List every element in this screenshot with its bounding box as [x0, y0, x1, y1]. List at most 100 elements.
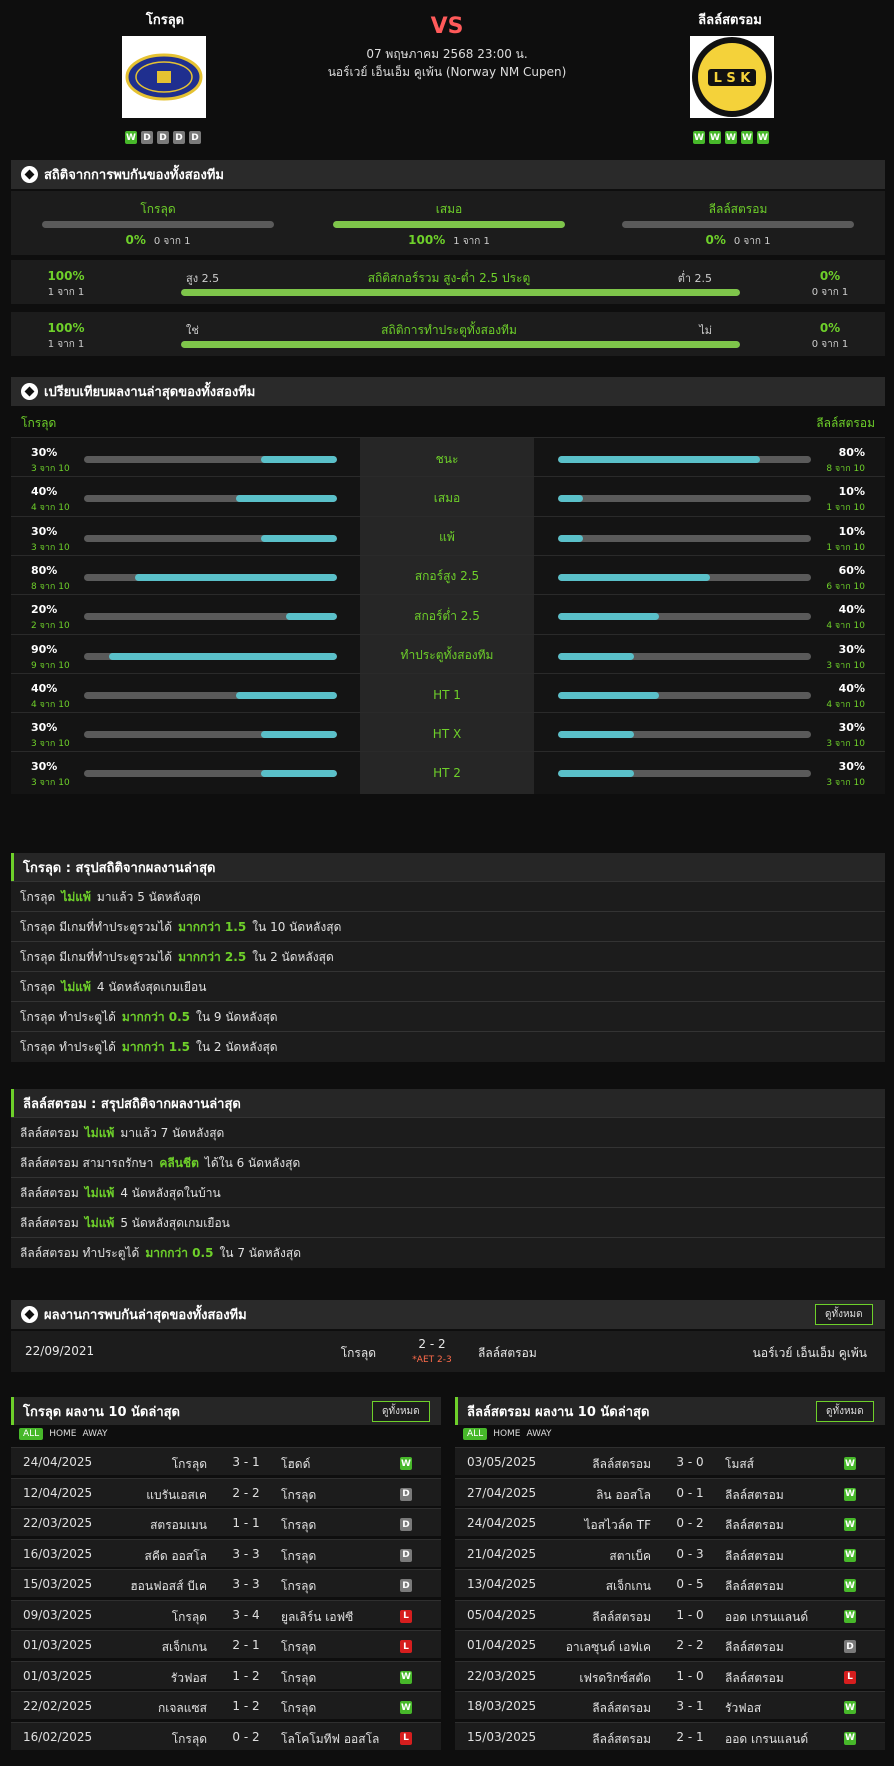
match-row[interactable]: 24/04/2025 ไอสไวล์ด TF 0 - 2 ลีลล์สตรอม W [455, 1508, 885, 1536]
ou-right-label: ต่ำ 2.5 [677, 272, 712, 285]
match-home-team: ลิน ออสโล [596, 1487, 651, 1502]
match-row[interactable]: 15/03/2025 ฮอนฟอสส์ บีเค 3 - 3 โกรลุด D [11, 1569, 441, 1597]
match-score: 2 - 2 [232, 1485, 260, 1500]
away-last10-view-all-button[interactable]: ดูทั้งหมด [816, 1401, 874, 1422]
match-date: 05/04/2025 [467, 1607, 537, 1622]
compare-left-stat: 30% 3 จาก 10 [31, 721, 81, 750]
away-team-logo[interactable]: L S K [690, 36, 774, 118]
match-row[interactable]: 16/03/2025 สคีด ออสโล 3 - 3 โกรลุด D [11, 1538, 441, 1567]
match-score: 1 - 1 [232, 1516, 260, 1530]
h2h-stats-panel: โกรลุด 0% 0 จาก 1 เสมอ 100% 1 จาก 1 ลีลล์ส… [11, 191, 885, 255]
match-row[interactable]: 01/03/2025 รัวฟอส 1 - 2 โกรลุด W [11, 1660, 441, 1689]
home-last10-header: โกรลุด ผลงาน 10 นัดล่าสุด [11, 1397, 441, 1425]
match-date: 22/03/2025 [467, 1668, 537, 1683]
summary-row: ลีลล์สตรอม ไม่แพ้ 4 นัดหลังสุดในบ้าน [11, 1177, 885, 1208]
compare-row: 40% 4 จาก 10 เสมอ 10% 1 จาก 10 [11, 476, 885, 520]
match-date: 15/03/2025 [23, 1577, 93, 1591]
match-result-badge: D [400, 1487, 412, 1501]
filter-all[interactable]: ALL [463, 1428, 488, 1440]
summary-text: ได้ใน 6 นัดหลังสุด [204, 1155, 301, 1170]
section-title: ลีลล์สตรอม : สรุปสถิติจากผลงานล่าสุด [23, 1096, 241, 1112]
home-team-name[interactable]: โกรลุด [145, 13, 185, 28]
match-row[interactable]: 15/03/2025 ลีลล์สตรอม 2 - 1 ออด เกรนแลนด์ W [455, 1721, 885, 1750]
summary-text: โกรลุด มีเกมที่ทำประตูรวมได้ [20, 949, 173, 964]
home-team-logo[interactable] [122, 36, 206, 118]
filter-away[interactable]: AWAY [526, 1429, 552, 1439]
match-row[interactable]: 27/04/2025 ลิน ออสโล 0 - 1 ลีลล์สตรอม W [455, 1477, 885, 1506]
compare-left-bar [84, 573, 337, 581]
compare-left-bar [84, 691, 337, 699]
match-score: 2 - 2 [676, 1638, 704, 1652]
away-team-name[interactable]: ลีลล์สตรอม [698, 13, 762, 28]
match-score: 1 - 0 [676, 1668, 704, 1683]
match-date: 03/05/2025 [467, 1455, 537, 1469]
summary-text: ลีลล์สตรอม [20, 1185, 79, 1200]
match-score: 3 - 1 [232, 1455, 260, 1469]
compare-left-stat: 40% 4 จาก 10 [31, 485, 81, 514]
summary-text: ลีลล์สตรอม [20, 1125, 79, 1140]
match-row[interactable]: 13/04/2025 สเจ็กเกน 0 - 5 ลีลล์สตรอม W [455, 1569, 885, 1597]
compare-left-pct: 30% [31, 446, 58, 459]
compare-left-bar [84, 613, 337, 621]
compare-right-pct: 30% [838, 642, 865, 656]
match-row[interactable]: 22/03/2025 สตรอมเมน 1 - 1 โกรลุด D [11, 1508, 441, 1536]
match-row[interactable]: 12/04/2025 แบรันเอสเค 2 - 2 โกรลุด D [11, 1477, 441, 1506]
compare-right-stat: 40% 4 จาก 10 [815, 682, 865, 711]
compare-left-sub: 3 จาก 10 [31, 464, 70, 474]
home-last10-view-all-button[interactable]: ดูทั้งหมด [372, 1401, 430, 1422]
match-competition[interactable]: นอร์เวย์ เอ็นเอ็ม คูเพ้น (Norway NM Cupe… [327, 65, 567, 79]
filter-away[interactable]: AWAY [82, 1429, 108, 1439]
filter-home[interactable]: HOME [493, 1429, 521, 1439]
match-row[interactable]: 24/04/2025 โกรลุด 3 - 1 โฮดด์ W [11, 1447, 441, 1475]
match-away-team: ลีลล์สตรอม [725, 1670, 784, 1685]
match-home-team: สเจ็กเกน [605, 1579, 651, 1593]
compare-left-bar [84, 770, 337, 778]
compare-label: สกอร์ต่ำ 2.5 [360, 595, 534, 638]
match-home-team: โกรลุด [171, 1609, 207, 1624]
match-away-team: โลโคโมทีฟ ออสโล [281, 1731, 380, 1746]
svg-text:L S K: L S K [714, 71, 752, 86]
h2h-home-col: โกรลุด 0% 0 จาก 1 [28, 191, 288, 249]
summary-text: โกรลุด [20, 889, 56, 904]
match-row[interactable]: 03/05/2025 ลีลล์สตรอม 3 - 0 โมสส์ W [455, 1447, 885, 1475]
match-home-team: ลีลล์สตรอม [592, 1701, 651, 1715]
football-icon [21, 1306, 38, 1323]
match-row[interactable]: 16/02/2025 โกรลุด 0 - 2 โลโคโมทีฟ ออสโล L [11, 1721, 441, 1750]
compare-right-sub: 3 จาก 10 [826, 778, 865, 789]
compare-right-sub: 3 จาก 10 [826, 739, 865, 750]
ou-left-sub: 1 จาก 1 [47, 287, 85, 298]
filter-home[interactable]: HOME [49, 1429, 77, 1439]
match-row[interactable]: 18/03/2025 ลีลล์สตรอม 3 - 1 รัวฟอส W [455, 1691, 885, 1719]
match-date: 01/03/2025 [23, 1638, 93, 1652]
summary-highlight: ไม่แพ้ [84, 1215, 115, 1230]
match-row[interactable]: 22/03/2025 เฟรดริกซ์สตัด 1 - 0 ลีลล์สตรอม L [455, 1660, 885, 1689]
match-row[interactable]: 01/03/2025 สเจ็กเกน 2 - 1 โกรลุด L [11, 1630, 441, 1658]
match-date: 21/04/2025 [467, 1546, 537, 1561]
filter-all[interactable]: ALL [19, 1428, 44, 1440]
match-score: 2 - 1 [676, 1729, 704, 1744]
section-title: โกรลุด ผลงาน 10 นัดล่าสุด [23, 1404, 181, 1420]
match-result-badge: D [400, 1548, 412, 1562]
match-row[interactable]: 01/04/2025 อาเลซุนด์ เอฟเค 2 - 2 ลีลล์สตรอม… [455, 1630, 885, 1658]
h2h-draw-label: เสมอ [435, 202, 463, 216]
match-row[interactable]: 22/02/2025 กเจลแซส 1 - 2 โกรลุด W [11, 1691, 441, 1719]
match-away-team: โกรลุด [281, 1487, 317, 1502]
h2h-away-label: ลีลล์สตรอม [708, 202, 768, 216]
section-title: ผลงานการพบกันล่าสุดของทั้งสองทีม [44, 1308, 247, 1323]
match-row[interactable]: 21/04/2025 สตาเบ็ค 0 - 3 ลีลล์สตรอม W [455, 1538, 885, 1567]
compare-away-name[interactable]: ลีลล์สตรอม [816, 416, 875, 430]
match-result-badge: W [844, 1701, 856, 1714]
match-row[interactable]: 05/04/2025 ลีลล์สตรอม 1 - 0 ออด เกรนแลนด์ W [455, 1599, 885, 1628]
h2h-view-all-button[interactable]: ดูทั้งหมด [815, 1304, 873, 1325]
h2h-result-row[interactable]: 22/09/2021 โกรลุด 2 - 2 *AET 2-3 ลีลล์สต… [11, 1331, 885, 1372]
football-icon [21, 383, 38, 400]
compare-label: HT X [360, 713, 534, 756]
compare-left-bar [84, 534, 337, 542]
compare-home-name[interactable]: โกรลุด [21, 416, 57, 430]
match-date: 16/02/2025 [23, 1729, 93, 1744]
vs-label: VS [430, 14, 464, 39]
match-row[interactable]: 09/03/2025 โกรลุด 3 - 4 ยูลเลิร์น เอฟซี L [11, 1599, 441, 1628]
compare-left-bar [84, 731, 337, 739]
